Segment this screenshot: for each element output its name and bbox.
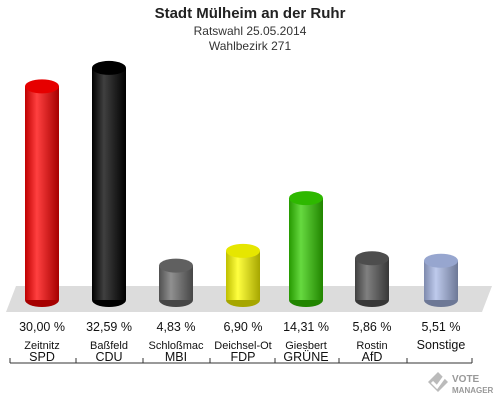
candidate-label: Deichsel-Ot <box>214 340 271 352</box>
category-label: MBI <box>165 350 187 364</box>
candidate-label: Zeitnitz <box>24 340 59 352</box>
category-label: GRÜNE <box>283 350 328 364</box>
bar-top <box>159 258 193 273</box>
bar-sonstige <box>424 253 458 307</box>
category-label: AfD <box>362 350 383 364</box>
bar-top <box>289 191 323 206</box>
bar-mbi <box>159 258 193 307</box>
value-label: 14,31 % <box>283 320 329 334</box>
candidate-label: Schloßmac <box>148 340 204 352</box>
value-label: 32,59 % <box>86 320 132 334</box>
value-label: 5,86 % <box>353 320 392 334</box>
bar-grüne <box>289 191 323 307</box>
bar-top <box>424 253 458 268</box>
bar-top <box>355 251 389 266</box>
bar-spd <box>25 79 59 307</box>
category-label: FDP <box>231 350 256 364</box>
candidate-label: Giesbert <box>285 340 327 352</box>
bar-body <box>25 86 59 300</box>
value-label: 5,51 % <box>422 320 461 334</box>
candidate-label: Rostin <box>356 340 387 352</box>
category-label: Sonstige <box>417 338 466 352</box>
page-subtitle-election: Ratswahl 25.05.2014 <box>193 24 307 38</box>
bar-body <box>226 250 260 300</box>
bar-body <box>289 198 323 300</box>
page-title: Stadt Mülheim an der Ruhr <box>154 5 346 22</box>
category-label: SPD <box>29 350 55 364</box>
svg-text:VOTE: VOTE <box>452 374 480 385</box>
category-label: CDU <box>95 350 122 364</box>
vote-manager-logo: VOTE MANAGER <box>428 372 494 395</box>
bar-body <box>92 67 126 300</box>
bar-cdu <box>92 60 126 307</box>
value-label: 4,83 % <box>157 320 196 334</box>
value-label: 6,90 % <box>224 320 263 334</box>
bar-fdp <box>226 243 260 307</box>
svg-text:MANAGER: MANAGER <box>452 386 494 395</box>
logo-check-icon <box>428 372 448 392</box>
bar-top <box>25 79 59 94</box>
page-subtitle-district: Wahlbezirk 271 <box>208 39 292 53</box>
value-label: 30,00 % <box>19 320 65 334</box>
candidate-label: Baßfeld <box>90 340 128 352</box>
bar-afd <box>355 251 389 307</box>
bar-top <box>226 243 260 258</box>
bar-top <box>92 60 126 75</box>
